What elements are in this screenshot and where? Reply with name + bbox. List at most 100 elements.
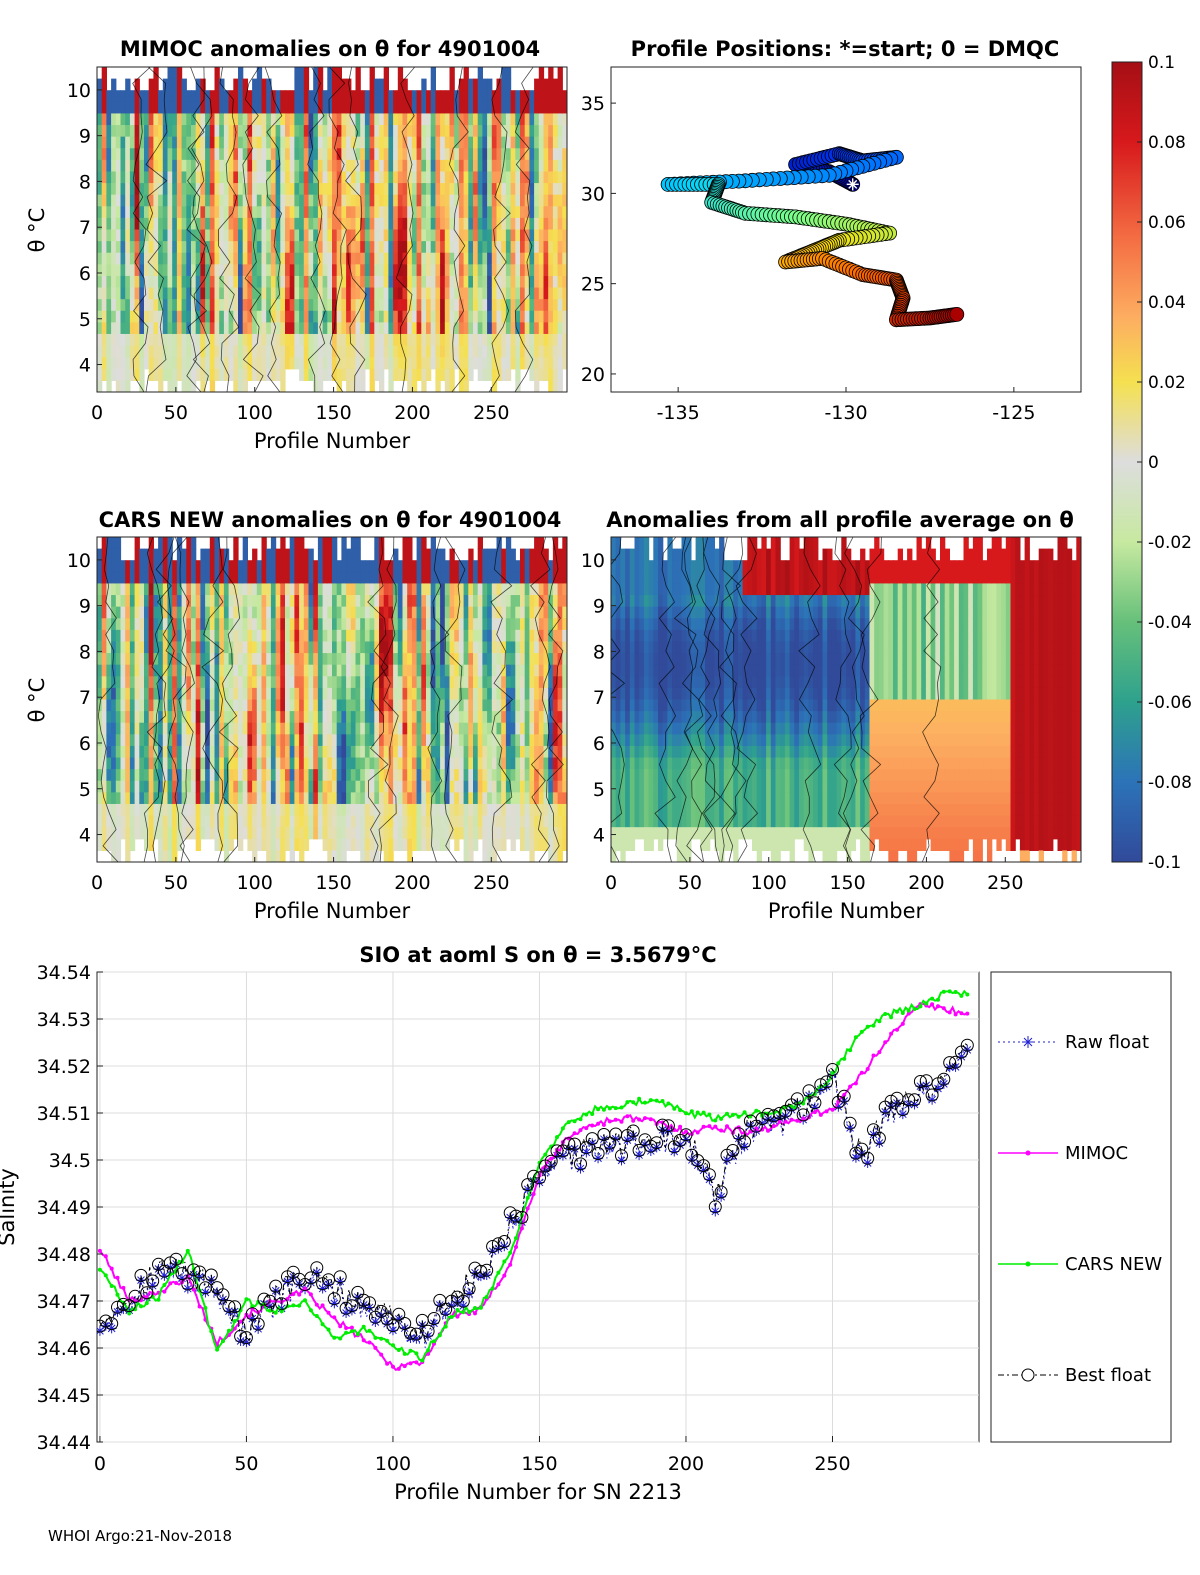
y-tick-label: 10: [67, 80, 91, 102]
heatmap-cell: [285, 595, 291, 608]
heatmap-cell: [402, 537, 408, 550]
heatmap-cell: [223, 183, 230, 196]
heatmap-cell: [524, 322, 530, 335]
heatmap-cell: [205, 171, 211, 184]
heatmap-cell: [374, 606, 380, 619]
heatmap-cell: [120, 322, 126, 335]
heatmap-cell: [270, 136, 277, 149]
heatmap-cell: [327, 792, 333, 805]
heatmap-cell: [139, 171, 145, 184]
heatmap-cell: [275, 734, 281, 747]
heatmap-cell: [369, 229, 375, 242]
heatmap-cell: [383, 722, 389, 735]
heatmap-cell: [336, 745, 342, 759]
heatmap-cell: [444, 780, 451, 793]
heatmap-cell: [191, 171, 197, 184]
heatmap-cell: [97, 803, 103, 817]
heatmap-cell: [487, 148, 493, 161]
heatmap-cell: [444, 803, 451, 817]
heatmap-cell: [285, 206, 291, 219]
heatmap-cell: [275, 653, 281, 666]
heatmap-cell: [416, 287, 422, 300]
heatmap-cell: [176, 560, 183, 573]
heatmap-cell: [233, 322, 239, 335]
heatmap-cell: [223, 136, 230, 149]
heatmap-cell: [172, 803, 178, 817]
heatmap-cell: [308, 780, 314, 793]
heatmap-cell: [195, 206, 201, 219]
heatmap-cell: [200, 827, 206, 840]
heatmap-cell: [223, 653, 230, 666]
heatmap-cell: [350, 757, 357, 770]
heatmap-cell: [256, 722, 263, 735]
heatmap-cell: [407, 241, 413, 254]
heatmap-cell: [534, 310, 540, 323]
heatmap-cell: [242, 171, 248, 184]
heatmap-cell: [186, 241, 192, 254]
heatmap-cell: [101, 194, 107, 207]
heatmap-cell: [379, 595, 385, 608]
heatmap-cell: [430, 287, 436, 300]
heatmap-cell: [369, 792, 375, 805]
heatmap-cell: [200, 618, 206, 631]
heatmap-cell: [223, 217, 230, 231]
heatmap-cell: [341, 537, 347, 550]
heatmap-cell: [341, 745, 347, 759]
heatmap-cell: [360, 629, 366, 643]
heatmap-cell: [426, 827, 432, 840]
heatmap-cell: [191, 711, 197, 724]
heatmap-cell: [256, 838, 263, 851]
heatmap-cell: [430, 560, 436, 573]
heatmap-cell: [162, 803, 169, 817]
heatmap-cell: [336, 136, 342, 149]
heatmap-cell: [477, 183, 483, 196]
heatmap-cell: [505, 136, 512, 149]
heatmap-cell: [129, 583, 136, 596]
heatmap-cell: [191, 159, 197, 173]
heatmap-cell: [172, 595, 178, 608]
heatmap-cell: [97, 345, 103, 358]
heatmap-cell: [430, 792, 436, 805]
heatmap-cell: [223, 641, 230, 654]
heatmap-cell: [374, 653, 380, 666]
heatmap-cell: [101, 676, 107, 689]
heatmap-cell: [97, 595, 103, 608]
heatmap-cell: [153, 136, 159, 149]
heatmap-cell: [317, 641, 324, 654]
heatmap-cell: [299, 560, 305, 573]
heatmap-cell: [191, 333, 197, 347]
heatmap-cell: [524, 333, 530, 347]
heatmap-cell: [200, 287, 206, 300]
heatmap-cell: [501, 206, 507, 219]
heatmap-cell: [129, 803, 136, 817]
heatmap-cell: [341, 560, 347, 573]
heatmap-cell: [346, 803, 352, 817]
heatmap-cell: [238, 606, 244, 619]
heatmap-cell: [355, 148, 361, 161]
heatmap-cell: [374, 171, 380, 184]
heatmap-cell: [355, 827, 361, 840]
heatmap-cell: [388, 687, 394, 701]
heatmap-cell: [515, 368, 521, 381]
heatmap-cell: [120, 310, 126, 323]
heatmap-cell: [416, 618, 422, 631]
heatmap-cell: [336, 275, 342, 289]
heatmap-cell: [364, 850, 371, 862]
heatmap-cell: [106, 310, 112, 323]
heatmap-cell: [388, 310, 394, 323]
heatmap-cell: [529, 252, 535, 265]
heatmap-cell: [440, 217, 446, 231]
heatmap-cell: [181, 560, 187, 573]
heatmap-cell: [444, 676, 451, 689]
heatmap-cell: [219, 101, 225, 115]
heatmap-cell: [172, 252, 178, 265]
heatmap-cell: [458, 345, 465, 358]
heatmap-cell: [308, 722, 314, 735]
heatmap-cell: [270, 299, 277, 312]
heatmap-cell: [534, 125, 540, 138]
heatmap-cell: [364, 827, 371, 840]
heatmap-cell: [510, 113, 516, 126]
heatmap-cell: [139, 571, 145, 585]
heatmap-cell: [388, 838, 394, 851]
heatmap-cell: [336, 159, 342, 173]
